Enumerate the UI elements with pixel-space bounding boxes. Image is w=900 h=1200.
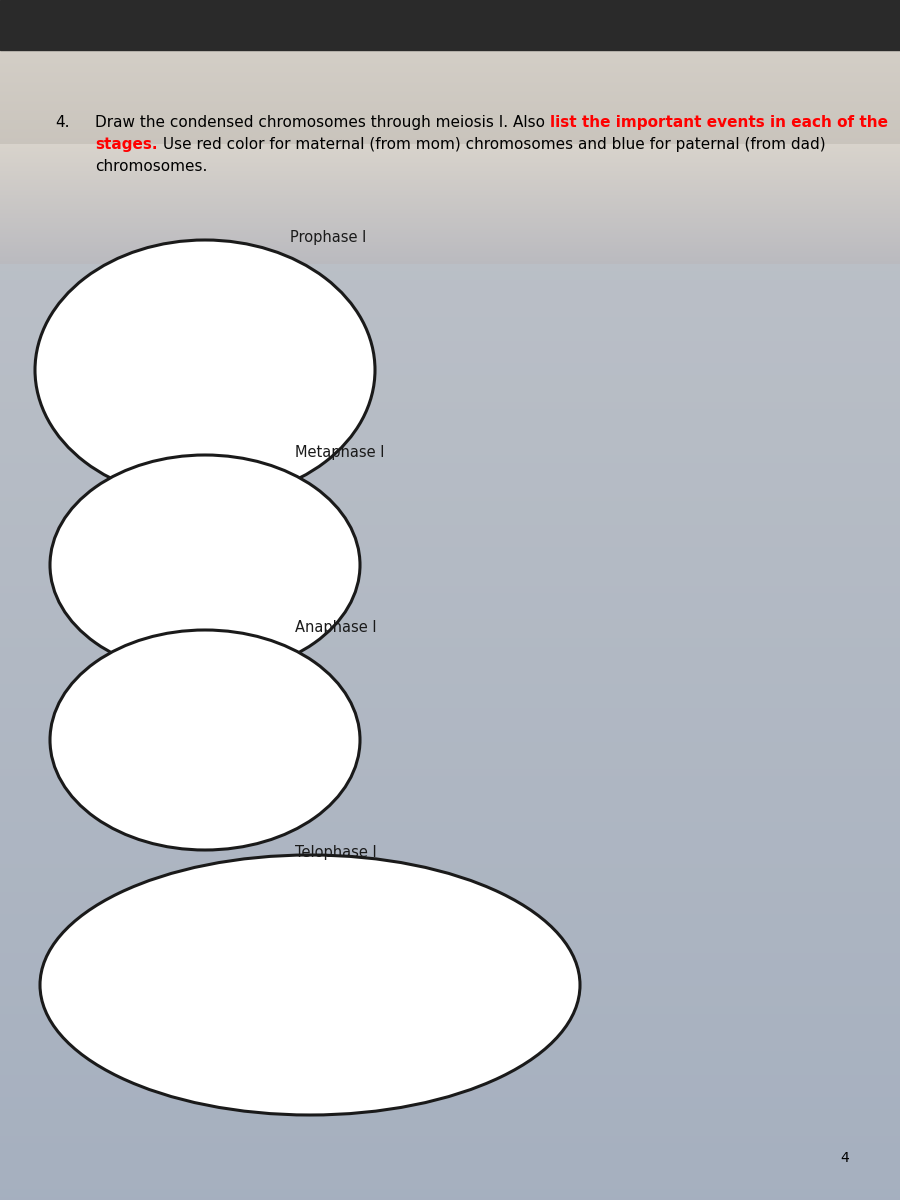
Text: Prophase I: Prophase I [290,230,366,245]
Text: stages.: stages. [95,137,158,152]
Text: Use red color for maternal (from mom) chromosomes and blue for paternal (from da: Use red color for maternal (from mom) ch… [158,137,825,152]
Text: 4.: 4. [55,115,69,130]
Ellipse shape [40,854,580,1115]
Ellipse shape [35,240,375,500]
Text: Draw the condensed chromosomes through meiosis I. Also: Draw the condensed chromosomes through m… [95,115,550,130]
Bar [0,0,900,50]
Text: Anaphase I: Anaphase I [295,620,376,635]
Ellipse shape [50,455,360,674]
Ellipse shape [50,630,360,850]
Text: 4: 4 [841,1151,850,1165]
Text: Metaphase I: Metaphase I [295,445,384,460]
Text: Telophase I: Telophase I [295,845,377,860]
Text: list the important events in each of the: list the important events in each of the [550,115,888,130]
Text: chromosomes.: chromosomes. [95,158,207,174]
